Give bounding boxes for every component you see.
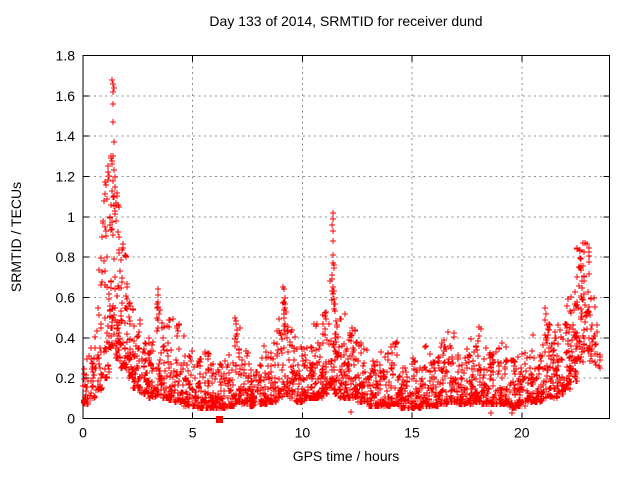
svg-text:1.6: 1.6 [56, 88, 76, 104]
data-points [80, 77, 603, 423]
svg-text:1.4: 1.4 [56, 128, 76, 144]
axes-and-ticks [82, 55, 610, 419]
svg-text:0.8: 0.8 [56, 249, 76, 265]
tick-labels: 0 5 10 15 20 0 0.2 0.4 0.6 0.8 1 1.2 1.4 1.6 1.8 [56, 48, 530, 441]
svg-text:0.4: 0.4 [56, 330, 76, 346]
svg-text:0: 0 [67, 411, 75, 427]
svg-text:0.2: 0.2 [56, 370, 76, 386]
svg-text:1.2: 1.2 [56, 169, 76, 185]
svg-text:15: 15 [404, 425, 420, 441]
x-axis-label: GPS time / hours [293, 448, 400, 464]
svg-text:20: 20 [514, 425, 530, 441]
svg-text:1: 1 [67, 209, 75, 225]
chart-title: Day 133 of 2014, SRMTID for receiver dun… [209, 13, 482, 29]
svg-text:10: 10 [295, 425, 311, 441]
svg-text:0.6: 0.6 [56, 290, 76, 306]
svg-text:0: 0 [79, 425, 87, 441]
svg-text:1.8: 1.8 [56, 48, 76, 64]
y-axis-label: SRMTID / TECUs [8, 182, 24, 292]
svg-text:5: 5 [189, 425, 197, 441]
